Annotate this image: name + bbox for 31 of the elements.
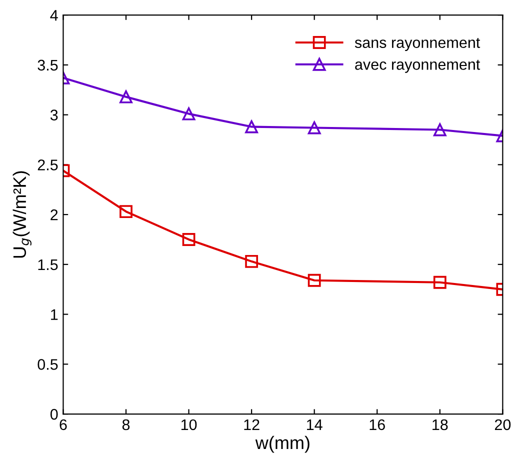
x-tick-label: 12 [244,419,260,430]
point [308,274,321,287]
x-axis-title: w(mm) [255,436,310,453]
y-tick-label: 3.5 [38,60,58,71]
y-tick-label: 1.5 [38,259,58,270]
y-tick-label: 1 [51,309,58,320]
x-tick-label: 14 [307,419,322,430]
point [245,254,258,268]
point [433,276,446,289]
point [120,90,132,104]
point [245,120,258,134]
x-tick-label: 20 [494,419,511,430]
y-tick-label: 0 [50,408,58,420]
y-tick-label: 2.5 [38,160,58,170]
point [182,233,196,246]
x-tick-label: 6 [60,419,67,430]
x-tick-label: 16 [370,419,385,430]
x-tick-label: 18 [432,419,448,430]
y-tick-label: 4 [50,10,58,21]
legend-label: avec rayonnement [355,60,480,73]
y-tick-label: 3 [50,110,58,120]
point [433,123,446,136]
point [308,121,321,134]
point [120,205,132,218]
point [182,107,196,120]
x-tick-label: 10 [181,419,197,430]
x-tick-label: 8 [122,419,130,430]
y-tick-label: 0.5 [38,359,58,370]
legend-label: sans rayonnement [354,38,480,52]
y-tick-label: 2 [50,209,58,220]
y-axis-title: U$_{g}$(W/m²K) [12,171,32,258]
